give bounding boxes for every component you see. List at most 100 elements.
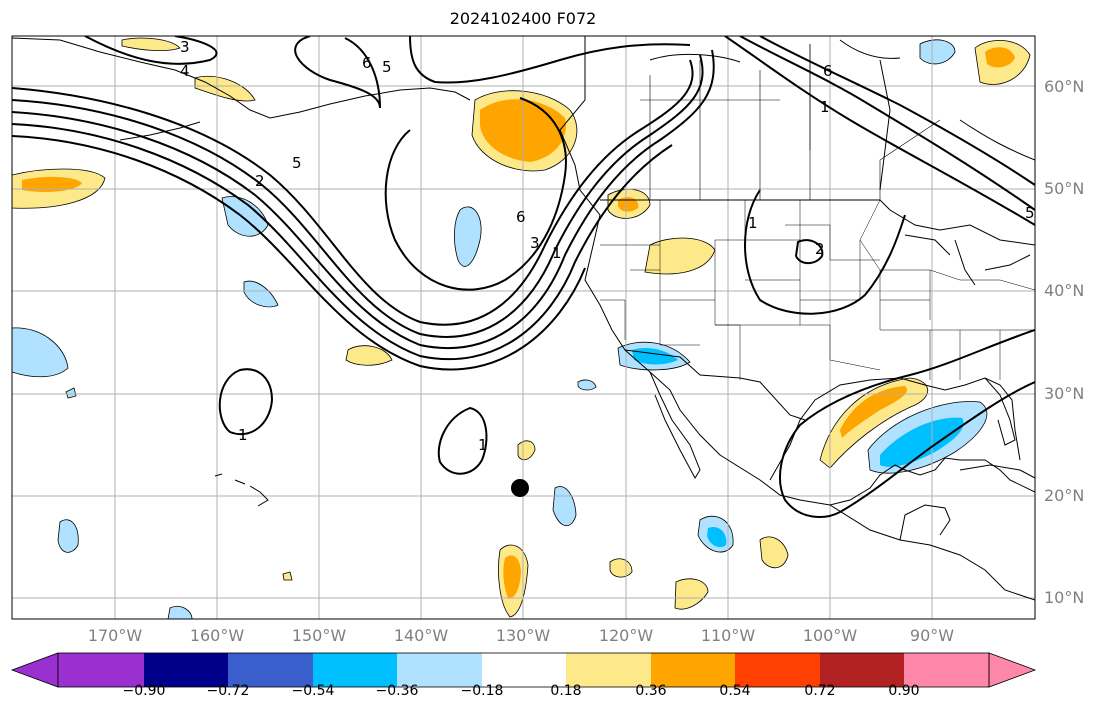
contour-label: 6 <box>823 62 833 80</box>
colorbar-tick-label: 0.18 <box>550 683 582 699</box>
contour-label: 6 <box>516 208 526 226</box>
lon-label: 90°W <box>909 626 955 645</box>
us-canada-border <box>600 199 1035 246</box>
positive-anomaly-area <box>503 555 521 599</box>
contour-label: 5 <box>382 58 392 76</box>
contour-label: 2 <box>815 240 825 258</box>
lat-label: 10°N <box>1044 588 1085 607</box>
lon-label: 130°W <box>495 626 551 645</box>
cuba <box>959 464 1035 479</box>
colorbar-tick-label: −0.18 <box>460 683 504 699</box>
positive-anomaly-area <box>819 377 928 469</box>
state-borders <box>600 199 1035 380</box>
map-title: 2024102400 F072 <box>449 9 597 28</box>
height-contour <box>739 36 1035 211</box>
contour-label: 4 <box>180 62 190 80</box>
hawaii-islands <box>214 473 269 507</box>
lat-label: 20°N <box>1044 486 1085 505</box>
alaska-coastline <box>12 37 471 119</box>
positive-anomaly-area <box>674 578 709 610</box>
height-contour <box>744 189 906 315</box>
colorbar-bin <box>313 653 397 687</box>
height-contour <box>12 59 694 326</box>
negative-anomaly-area <box>57 519 79 553</box>
negative-anomaly-area <box>65 387 77 399</box>
colorbar-bin <box>904 653 989 687</box>
positive-anomaly-area <box>618 197 639 212</box>
height-contour <box>384 97 567 291</box>
height-contour <box>437 406 488 475</box>
height-contour <box>84 36 218 65</box>
location-marker <box>511 479 529 497</box>
lon-label: 110°W <box>700 626 756 645</box>
colorbar-bin <box>228 653 313 687</box>
colorbar-bin <box>144 653 228 687</box>
colorbar-tick-label: −0.36 <box>375 683 419 699</box>
baja-coastline <box>649 371 701 479</box>
negative-anomaly-area <box>243 280 279 308</box>
lon-label: 160°W <box>189 626 245 645</box>
contour-label: 3 <box>180 38 190 56</box>
colorbar-tick-label: 0.72 <box>804 683 836 699</box>
colorbar-bin <box>566 653 651 687</box>
contour-label: 5 <box>292 154 302 172</box>
hudson-bay <box>879 59 891 191</box>
positive-anomaly-area <box>282 571 293 581</box>
negative-anomaly-area <box>12 327 69 378</box>
contour-label: 1 <box>820 98 830 116</box>
negative-anomaly-area <box>577 379 597 391</box>
map-plot-area: 3 4 6 5 5 2 6 3 1 1 2 1 1 6 1 5 <box>12 36 1035 619</box>
colorbar-bin <box>58 653 144 687</box>
height-contour <box>779 329 1035 518</box>
contour-label: 3 <box>530 234 540 252</box>
positive-anomaly-area <box>759 536 789 569</box>
height-contour <box>12 123 673 361</box>
colorbar-extend-high <box>988 652 1037 688</box>
colorbar-bin <box>397 653 482 687</box>
colorbar-bin <box>651 653 735 687</box>
contour-label: 1 <box>238 426 248 444</box>
height-contour <box>218 368 274 436</box>
height-contour <box>759 36 1035 186</box>
lat-label: 50°N <box>1044 179 1085 198</box>
contour-label: 6 <box>362 54 372 72</box>
contour-label: 1 <box>552 244 562 262</box>
positive-anomaly-area <box>517 440 536 461</box>
positive-anomaly-area <box>22 176 82 192</box>
north-america-coastline <box>559 36 1035 506</box>
lat-label: 30°N <box>1044 384 1085 403</box>
province-borders <box>640 44 941 200</box>
colorbar-tick-label: 0.36 <box>635 683 667 699</box>
height-contour <box>12 49 715 350</box>
contour-label: 1 <box>748 214 758 232</box>
lon-label: 170°W <box>87 626 143 645</box>
positive-anomaly-area <box>840 386 908 438</box>
map-frame <box>11 35 1036 620</box>
negative-anomaly-area <box>919 39 956 65</box>
colorbar-tick-label: −0.90 <box>122 683 166 699</box>
colorbar-extend-low <box>10 652 59 688</box>
positive-anomaly-area <box>345 345 393 366</box>
positive-anomaly-area <box>121 37 181 52</box>
colorbar-bin <box>735 653 820 687</box>
negative-anomaly-area <box>167 605 193 619</box>
lon-label: 120°W <box>598 626 654 645</box>
contour-label: 1 <box>478 436 488 454</box>
colorbar-bin <box>820 653 904 687</box>
contour-layer <box>12 36 1035 518</box>
height-contour <box>12 54 704 338</box>
height-contour <box>294 36 381 109</box>
colorbar-tick-label: 0.90 <box>888 683 920 699</box>
anomaly-fill-layer <box>12 37 1031 619</box>
lon-label: 100°W <box>802 626 858 645</box>
height-contour <box>12 135 586 371</box>
colorbar-tick-label: −0.54 <box>291 683 335 699</box>
negative-anomaly-area <box>707 526 727 548</box>
contour-label: 2 <box>255 172 265 190</box>
florida <box>984 377 1016 446</box>
lat-label: 60°N <box>1044 77 1085 96</box>
negative-anomaly-area <box>880 417 964 467</box>
central-america-coastline <box>829 504 1035 601</box>
contour-label: 5 <box>1025 204 1035 222</box>
